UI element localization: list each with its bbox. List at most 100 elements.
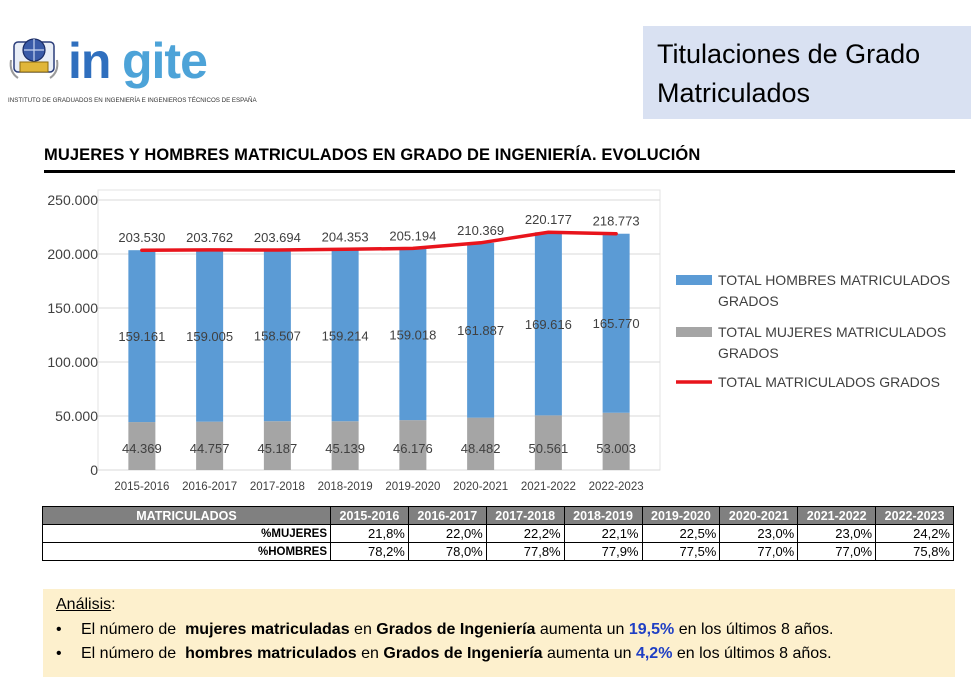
data-label-women: 50.561: [528, 441, 568, 456]
chart-data-labels: 44.369 159.161 203.530 44.757 159.005 203.762…: [118, 212, 639, 456]
table-cell: 24,2%: [875, 524, 954, 543]
data-label-women: 44.757: [190, 441, 230, 456]
ingite-logo: in gite INSTITUTO DE GRADUADOS EN INGENI…: [8, 33, 257, 104]
bar-men: [128, 250, 156, 423]
bar-men: [263, 250, 291, 422]
data-label-total: 220.177: [525, 212, 572, 227]
crest-icon: [9, 38, 59, 79]
data-label-men: 169.616: [525, 317, 572, 332]
x-tick-label: 2019-2020: [385, 481, 440, 493]
bar-women: [263, 421, 291, 470]
logo-wordmark: in gite: [68, 33, 208, 89]
legend-label: GRADOS: [718, 345, 779, 361]
analysis-item: El número de hombres matriculados en Gra…: [56, 642, 955, 666]
bar-women: [602, 412, 630, 470]
y-tick-label: 0: [90, 462, 98, 478]
data-label-men: 158.507: [254, 329, 301, 344]
y-tick-label: 200.000: [47, 246, 98, 262]
total-line: [140, 230, 618, 252]
bar-men: [534, 232, 562, 416]
percentage-table: MATRICULADOS 2015-2016 2016-2017 2017-20…: [42, 506, 954, 561]
bar-men: [467, 242, 495, 418]
heading-rule: [44, 170, 955, 173]
data-label-total: 203.530: [118, 230, 165, 245]
x-tick-label: 2016-2017: [182, 481, 237, 493]
data-label-men: 159.214: [322, 328, 369, 343]
data-label-women: 45.139: [325, 441, 365, 456]
table-column-header: 2016-2017: [407, 506, 487, 525]
table-cell: 23,0%: [797, 524, 877, 543]
data-label-men: 159.018: [389, 327, 436, 342]
table-cell: 21,8%: [330, 524, 409, 543]
legend-label: GRADOS: [718, 293, 779, 309]
data-label-total: 203.762: [186, 230, 233, 245]
page-title-line-1: Titulaciones de Grado: [657, 39, 921, 69]
x-axis-ticks: 2015-2016 2016-2017 2017-2018 2018-2019 2019…: [114, 481, 643, 493]
table-cell: 22,0%: [407, 524, 487, 543]
table-column-header: 2022-2023: [875, 506, 954, 525]
chart-heading: MUJERES Y HOMBRES MATRICULADOS EN GRADO …: [44, 146, 701, 164]
data-label-women: 45.187: [257, 441, 297, 456]
table-cell: 78,2%: [330, 542, 409, 561]
chart-bars: [128, 232, 630, 470]
table-header-row: MATRICULADOS 2015-2016 2016-2017 2017-20…: [42, 506, 954, 525]
plot-area: [97, 189, 661, 471]
bar-men: [196, 249, 224, 422]
x-tick-label: 2022-2023: [589, 481, 644, 493]
legend-label: TOTAL HOMBRES MATRICULADOS: [718, 272, 950, 288]
chart-legend: TOTAL HOMBRES MATRICULADOS GRADOS TOTAL MU…: [676, 272, 950, 390]
data-label-men: 159.005: [186, 329, 233, 344]
table-cell: 77,5%: [641, 542, 721, 561]
table-cell: 77,0%: [797, 542, 877, 561]
bar-women: [331, 421, 359, 470]
y-axis-ticks: 0 50.000 100.000 150.000 200.000 250.000: [47, 192, 98, 478]
chart-gridlines: [97, 189, 661, 471]
logo-tagline: INSTITUTO DE GRADUADOS EN INGENIERÍA E I…: [8, 97, 257, 104]
table-column-header: 2015-2016: [330, 506, 409, 525]
y-tick-label: 50.000: [55, 408, 98, 424]
analysis-heading: Análisis:: [56, 596, 116, 613]
data-label-women: 46.176: [393, 441, 433, 456]
data-label-total: 218.773: [593, 214, 640, 229]
legend-label: TOTAL MATRICULADOS GRADOS: [718, 374, 940, 390]
table-cell: 77,0%: [719, 542, 799, 561]
table-cell: 22,2%: [485, 524, 565, 543]
y-tick-label: 250.000: [47, 192, 98, 208]
data-label-total: 210.369: [457, 223, 504, 238]
analysis-list: El número de mujeres matriculadas en Gra…: [56, 618, 955, 666]
table-column-header: 2021-2022: [797, 506, 877, 525]
analysis-box: Análisis: El número de mujeres matricula…: [43, 589, 955, 677]
table-cell: 77,8%: [485, 542, 565, 561]
table-cell: 78,0%: [407, 542, 487, 561]
data-label-total: 203.694: [254, 230, 301, 245]
table-row-label: %HOMBRES: [42, 542, 331, 561]
table-corner-label: MATRICULADOS: [42, 506, 331, 525]
table-row-label: %MUJERES: [42, 524, 331, 543]
table-cell: 75,8%: [875, 542, 954, 561]
table-row-hombres: %HOMBRES 78,2% 78,0% 77,8% 77,9% 77,5% 7…: [42, 542, 954, 561]
table-column-header: 2019-2020: [641, 506, 721, 525]
table-cell: 22,1%: [563, 524, 643, 543]
x-tick-label: 2018-2019: [318, 481, 373, 493]
data-label-women: 48.482: [461, 441, 501, 456]
legend-swatch: [676, 327, 712, 337]
data-label-total: 205.194: [389, 228, 436, 243]
table-cell: 23,0%: [719, 524, 799, 543]
legend-swatch: [676, 275, 712, 285]
svg-text:in: in: [68, 33, 110, 89]
table-column-header: 2020-2021: [719, 506, 799, 525]
data-label-men: 165.770: [593, 316, 640, 331]
data-label-men: 161.887: [457, 323, 504, 338]
data-label-men: 159.161: [118, 329, 165, 344]
bar-women: [534, 415, 562, 470]
total-series-line: [140, 230, 618, 252]
table-cell: 22,5%: [641, 524, 721, 543]
bar-women: [399, 420, 427, 470]
svg-text:gite: gite: [122, 33, 207, 89]
legend-label: TOTAL MUJERES MATRICULADOS: [718, 324, 946, 340]
page-title-box: Titulaciones de Grado Matriculados: [643, 26, 971, 119]
page-title-line-2: Matriculados: [657, 78, 811, 108]
table-column-header: 2017-2018: [485, 506, 565, 525]
data-label-women: 53.003: [596, 441, 636, 456]
data-label-women: 44.369: [122, 441, 162, 456]
